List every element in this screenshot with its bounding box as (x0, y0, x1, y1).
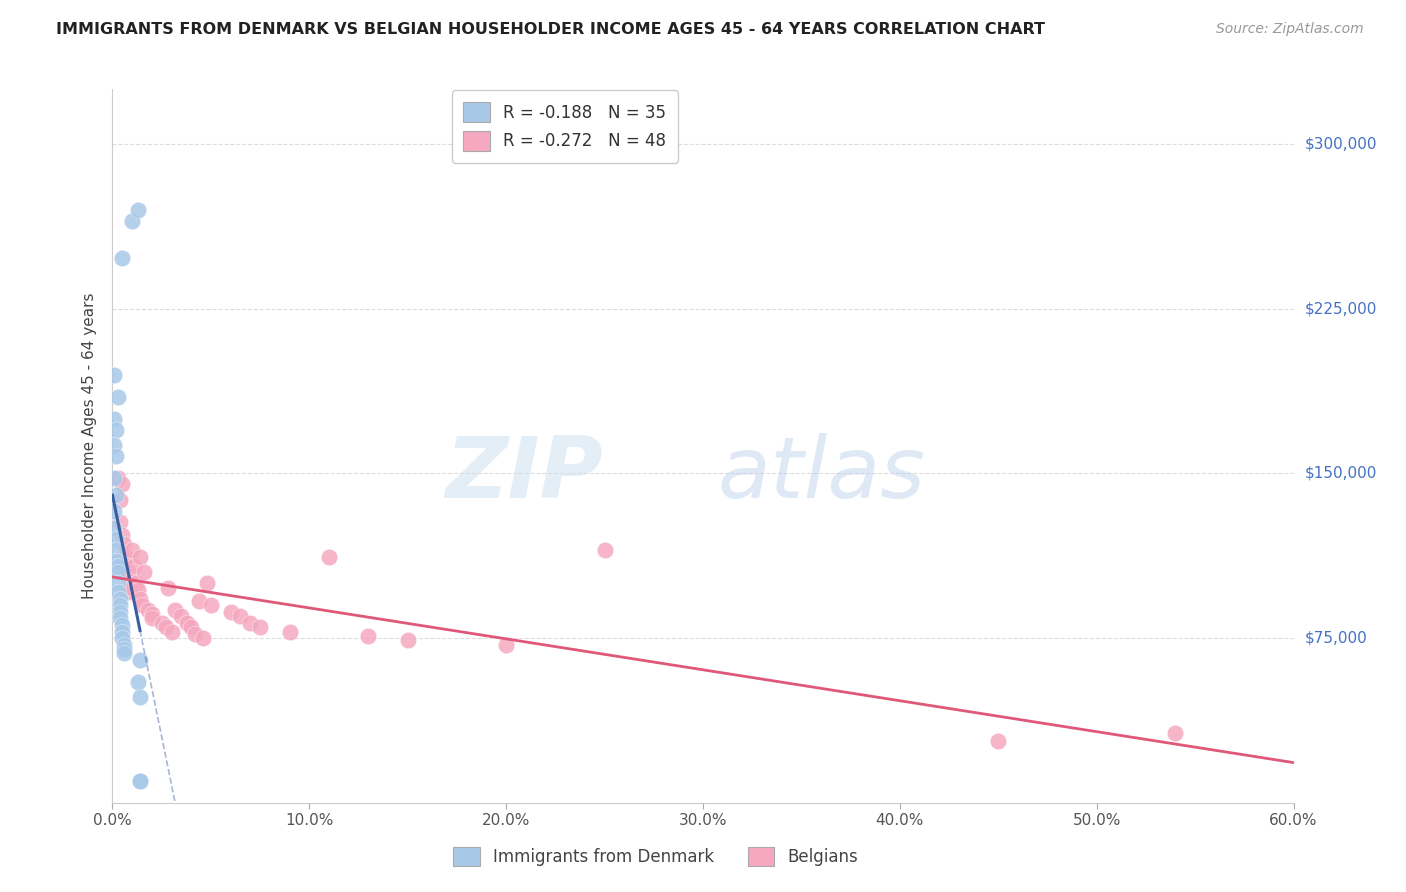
Point (357, 629, 380, 643)
Point (117, 566, 139, 580)
Point (103, 438, 125, 452)
Point (132, 566, 155, 580)
Point (107, 390, 129, 404)
Point (111, 558, 134, 573)
Point (122, 558, 145, 573)
Point (121, 214, 143, 228)
Point (121, 543, 143, 558)
Point (111, 618, 134, 632)
Point (176, 615, 198, 630)
Point (105, 533, 128, 547)
Point (112, 638, 135, 652)
Point (110, 611, 132, 625)
Point (129, 591, 152, 606)
Point (105, 543, 128, 558)
Point (105, 423, 128, 437)
Point (249, 620, 271, 634)
Point (239, 615, 262, 630)
Point (115, 549, 138, 564)
Point (188, 594, 211, 608)
Point (107, 558, 129, 573)
Point (156, 581, 179, 595)
Point (129, 773, 152, 788)
Point (127, 582, 149, 597)
Point (200, 598, 222, 612)
Point (127, 675, 149, 690)
Text: $300,000: $300,000 (1305, 136, 1376, 152)
Text: $225,000: $225,000 (1305, 301, 1376, 317)
Point (121, 581, 143, 595)
Point (105, 554, 128, 568)
Point (136, 602, 159, 616)
Point (229, 609, 252, 624)
Point (112, 642, 135, 657)
Point (131, 598, 153, 612)
Point (129, 773, 152, 788)
Point (184, 626, 207, 640)
Point (396, 633, 419, 648)
Point (195, 576, 218, 591)
Point (112, 647, 135, 661)
Point (103, 368, 125, 382)
Point (111, 631, 134, 645)
Text: ZIP: ZIP (444, 433, 603, 516)
Point (107, 576, 129, 591)
Point (1164, 725, 1187, 739)
Point (111, 624, 134, 639)
Point (107, 585, 129, 599)
Point (111, 252, 134, 266)
Point (170, 609, 193, 624)
Point (219, 605, 242, 619)
Point (110, 591, 132, 606)
Point (150, 615, 173, 630)
Point (155, 620, 177, 634)
Point (110, 598, 132, 612)
Text: $150,000: $150,000 (1305, 466, 1376, 481)
Point (141, 607, 163, 621)
Point (180, 620, 202, 634)
Point (129, 549, 152, 564)
Point (105, 449, 128, 463)
Point (987, 734, 1010, 748)
Text: IMMIGRANTS FROM DENMARK VS BELGIAN HOUSEHOLDER INCOME AGES 45 - 64 YEARS CORRELA: IMMIGRANTS FROM DENMARK VS BELGIAN HOUSE… (56, 22, 1045, 37)
Point (103, 521, 125, 535)
Point (127, 202, 149, 217)
Point (495, 638, 517, 652)
Text: $75,000: $75,000 (1305, 631, 1368, 646)
Point (318, 549, 340, 564)
Point (112, 537, 135, 551)
Point (103, 471, 125, 485)
Text: atlas: atlas (717, 433, 925, 516)
Point (107, 471, 129, 485)
Point (593, 543, 616, 558)
Point (103, 504, 125, 518)
Point (110, 492, 132, 507)
Y-axis label: Householder Income Ages 45 - 64 years: Householder Income Ages 45 - 64 years (82, 293, 97, 599)
Point (278, 624, 301, 639)
Point (160, 624, 183, 639)
Point (141, 611, 163, 625)
Point (125, 576, 148, 591)
Point (111, 477, 134, 491)
Legend: Immigrants from Denmark, Belgians: Immigrants from Denmark, Belgians (447, 840, 865, 873)
Text: Source: ZipAtlas.com: Source: ZipAtlas.com (1216, 22, 1364, 37)
Point (111, 528, 134, 542)
Point (103, 411, 125, 425)
Point (110, 515, 132, 529)
Point (105, 488, 128, 502)
Point (107, 566, 129, 580)
Point (129, 653, 152, 667)
Point (191, 631, 214, 645)
Point (117, 585, 139, 599)
Point (129, 690, 152, 705)
Point (165, 602, 187, 616)
Point (120, 572, 142, 586)
Point (110, 605, 132, 619)
